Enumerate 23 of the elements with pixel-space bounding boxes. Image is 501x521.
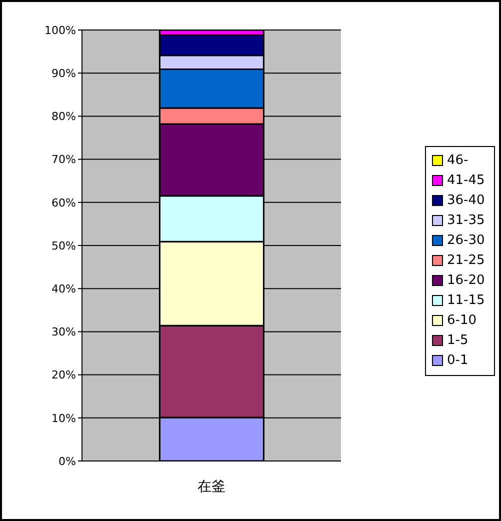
y-tick-label: 100% (44, 24, 76, 37)
legend-label: 36-40 (447, 193, 485, 208)
y-tick-label: 40% (52, 282, 76, 296)
legend-label: 41-45 (447, 173, 485, 188)
y-tick-label: 0% (58, 454, 76, 468)
x-tick-label: 在釜 (198, 478, 226, 495)
legend-label: 16-20 (447, 273, 485, 288)
y-tick-label: 90% (52, 67, 76, 80)
y-tick-label: 20% (52, 368, 76, 382)
legend-label: 31-35 (447, 213, 485, 228)
y-tick-label: 70% (52, 153, 76, 166)
y-tick-label: 80% (52, 110, 76, 124)
legend-label: 11-15 (447, 293, 485, 308)
y-tick-label: 30% (52, 326, 76, 339)
legend-label: 6-10 (447, 313, 477, 328)
y-tick-label: 10% (52, 412, 76, 425)
legend-label: 26-30 (447, 233, 485, 248)
legend-label: 1-5 (447, 333, 468, 348)
y-tick-label: 50% (52, 239, 76, 252)
y-tick-label: 60% (52, 196, 76, 210)
legend-label: 46- (447, 153, 468, 168)
legend-label: 21-25 (447, 253, 485, 268)
legend-label: 0-1 (447, 353, 468, 368)
